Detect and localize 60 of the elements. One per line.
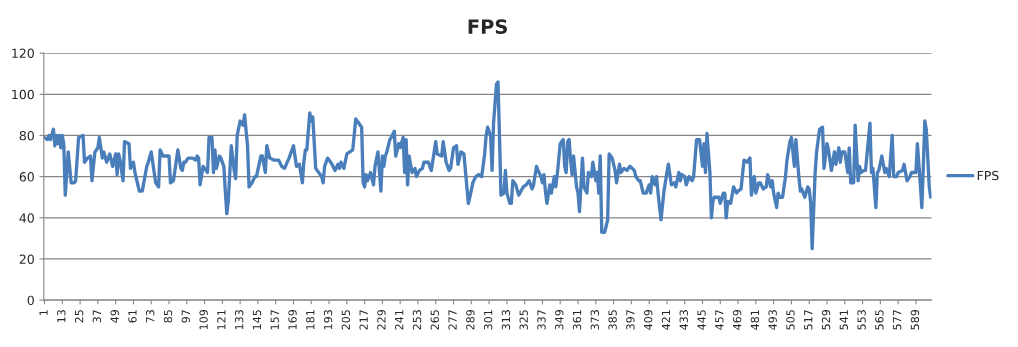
- x-tick-label: 1: [39, 310, 48, 316]
- x-tick-label: 433: [679, 310, 688, 330]
- x-tick-label: 181: [306, 310, 315, 330]
- y-tick-label: 20: [19, 254, 34, 264]
- x-tick-label: 385: [608, 310, 617, 330]
- x-tick-label: 253: [412, 310, 422, 330]
- x-tick-label: 541: [839, 310, 848, 330]
- x-tick-label: 337: [537, 310, 546, 330]
- x-tick-label: 37: [92, 310, 102, 323]
- x-tick-label: 361: [572, 310, 582, 330]
- x-tick-label: 49: [110, 309, 119, 323]
- y-tick-label: 100: [12, 89, 34, 100]
- x-tick-label: 169: [288, 309, 297, 330]
- x-tick-label: 505: [786, 310, 795, 330]
- x-tick-label: 289: [466, 309, 475, 330]
- x-tick-label: 313: [501, 310, 511, 330]
- y-tick-label: 60: [19, 172, 34, 182]
- y-tick-label: 0: [27, 295, 34, 306]
- line-series: [43, 80, 932, 251]
- x-tick-label: 145: [252, 310, 262, 330]
- x-tick-label: 349: [555, 309, 564, 330]
- x-tick-label: 493: [768, 310, 777, 330]
- x-tick-label: 517: [804, 310, 813, 330]
- x-tick-label: 469: [732, 309, 742, 330]
- x-tick-label: 481: [750, 310, 760, 330]
- x-tick-label: 13: [57, 310, 66, 323]
- x-tick-label: 589: [910, 309, 920, 330]
- y-tick-label: 80: [19, 130, 34, 141]
- y-tick-label: 40: [19, 213, 34, 223]
- x-tick-label: 373: [590, 310, 600, 330]
- x-tick-label: 205: [341, 310, 351, 330]
- x-tick-label: 217: [359, 310, 368, 330]
- x-tick-label: 73: [146, 310, 155, 323]
- x-tick-label: 193: [323, 310, 333, 330]
- x-tick-label: 529: [821, 309, 831, 330]
- x-tick-label: 445: [697, 310, 706, 330]
- x-tick-label: 325: [519, 310, 528, 330]
- x-tick-label: 109: [199, 309, 208, 330]
- legend-label: FPS: [977, 170, 999, 181]
- x-tick-label: 157: [270, 310, 279, 330]
- x-tick-label: 301: [483, 310, 493, 330]
- chart-title: FPS: [468, 19, 507, 34]
- x-tick-label: 133: [234, 310, 244, 330]
- y-tick-label: 120: [12, 48, 34, 59]
- x-tick-label: 553: [857, 310, 866, 330]
- x-tick-label: 85: [163, 310, 173, 323]
- x-tick-label: 25: [74, 310, 84, 323]
- x-tick-label: 229: [377, 309, 386, 330]
- x-tick-label: 421: [661, 310, 671, 330]
- x-tick-label: 97: [181, 310, 191, 323]
- x-tick-label: 577: [893, 310, 902, 330]
- x-tick-label: 397: [626, 310, 635, 330]
- x-tick-label: 457: [715, 310, 724, 330]
- x-tick-label: 409: [643, 309, 653, 330]
- x-tick-label: 241: [395, 310, 404, 330]
- x-tick-label: 61: [128, 310, 137, 323]
- x-tick-label: 277: [448, 310, 457, 330]
- x-tick-label: 565: [875, 310, 884, 330]
- x-tick-label: 265: [430, 310, 439, 330]
- x-tick-label: 121: [217, 310, 226, 330]
